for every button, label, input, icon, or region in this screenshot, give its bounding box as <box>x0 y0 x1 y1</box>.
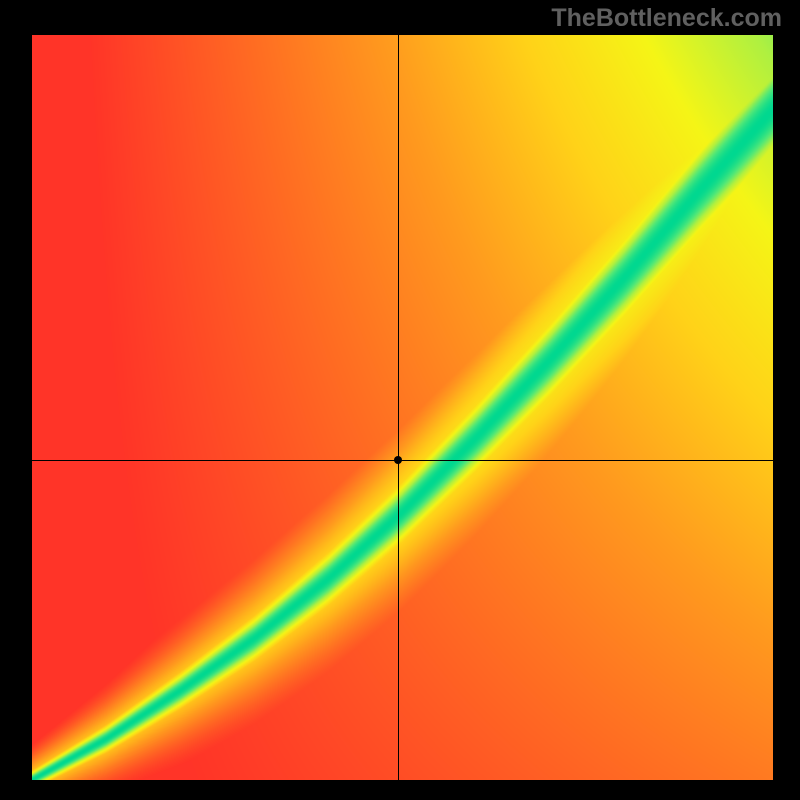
crosshair-marker <box>394 456 402 464</box>
chart-container: TheBottleneck.com <box>0 0 800 800</box>
heatmap-plot-area <box>32 35 773 780</box>
watermark-text: TheBottleneck.com <box>551 4 782 33</box>
crosshair-vertical <box>398 35 399 780</box>
crosshair-horizontal <box>32 460 773 461</box>
heatmap-canvas <box>32 35 773 780</box>
